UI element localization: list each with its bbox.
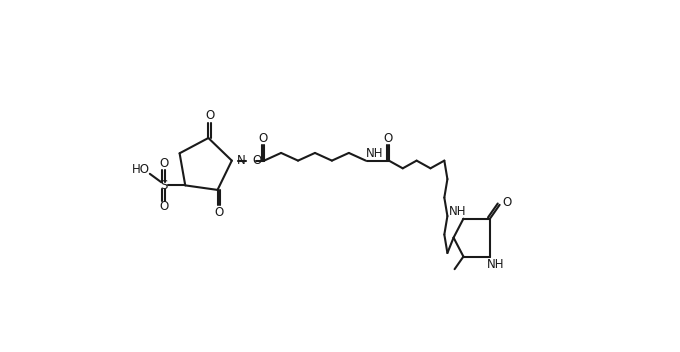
Text: NH: NH <box>449 205 466 218</box>
Text: O: O <box>214 206 223 219</box>
Text: N: N <box>237 154 246 167</box>
Text: NH: NH <box>488 258 505 271</box>
Text: O: O <box>252 154 262 167</box>
Text: O: O <box>159 200 169 213</box>
Text: O: O <box>383 132 392 145</box>
Text: S: S <box>160 179 167 192</box>
Text: O: O <box>159 157 169 170</box>
Text: O: O <box>502 196 511 209</box>
Text: NH: NH <box>366 147 383 160</box>
Text: O: O <box>258 132 268 145</box>
Text: O: O <box>205 109 214 122</box>
Text: HO: HO <box>132 163 150 176</box>
